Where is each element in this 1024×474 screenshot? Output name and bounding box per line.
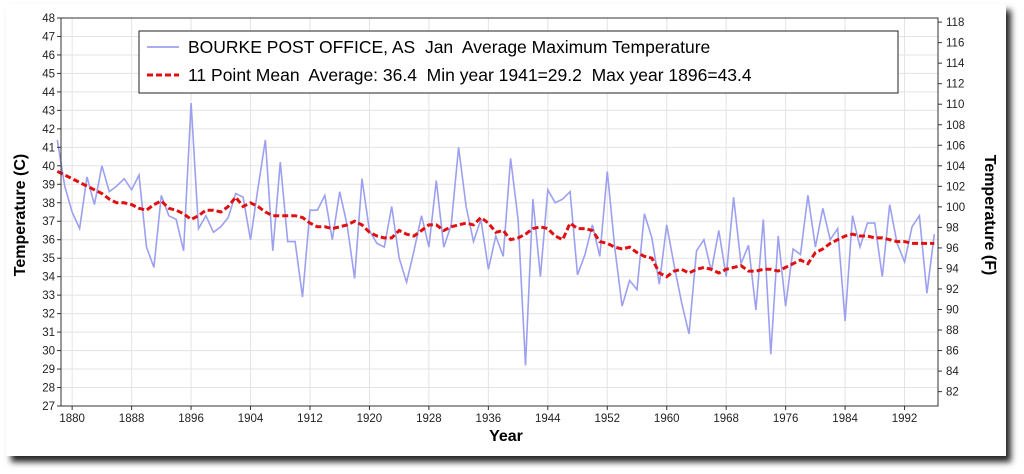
temperature-chart: 27 28 29 30 31 32 33 34 35 36 37 38 39 40 41 42 43 44 45 46…	[12, 13, 998, 445]
y-tick-label: 43	[42, 105, 55, 117]
y-right-tick-label: 86	[946, 346, 959, 358]
x-tick-label: 1984	[832, 413, 858, 425]
legend-label-monthly: BOURKE POST OFFICE, AS Jan Average Maxim…	[188, 37, 710, 57]
x-tick-label: 1968	[713, 413, 739, 425]
y-right-tick-label: 112	[946, 79, 964, 91]
y-tick-label: 35	[42, 253, 55, 265]
series-layer	[56, 102, 936, 366]
x-tick-label: 1888	[119, 413, 145, 425]
y-right-tick-label: 82	[946, 387, 959, 399]
y-ticks-left: 27 28 29 30 31 32 33 34 35 36 37 38 39 40 41 42 43 44 45 46…	[42, 13, 61, 413]
y-right-tick-label: 90	[946, 305, 959, 317]
x-tick-label: 1960	[654, 413, 680, 425]
y-right-tick-label: 106	[946, 140, 965, 152]
y-axis-title-right: Temperature (F)	[981, 155, 998, 276]
y-right-tick-label: 116	[946, 38, 964, 50]
x-tick-label: 1904	[238, 413, 264, 425]
y-tick-label: 33	[42, 290, 55, 302]
x-tick-label: 1992	[892, 413, 918, 425]
x-tick-label: 1920	[357, 413, 383, 425]
y-tick-label: 41	[42, 142, 55, 154]
y-right-tick-label: 92	[946, 284, 959, 296]
plot-area-border	[60, 17, 939, 407]
y-tick-label: 30	[42, 346, 55, 358]
y-tick-label: 38	[42, 198, 55, 210]
chart-frame: 27 28 29 30 31 32 33 34 35 36 37 38 39 40 41 42 43 44 45 46…	[6, 4, 1006, 456]
y-right-tick-label: 98	[946, 222, 959, 234]
x-tick-label: 1896	[178, 413, 204, 425]
y-tick-label: 48	[42, 13, 55, 25]
y-tick-label: 42	[42, 124, 55, 136]
y-tick-label: 44	[42, 87, 55, 99]
legend: BOURKE POST OFFICE, AS Jan Average Maxim…	[138, 30, 899, 94]
series-line-monthly	[56, 102, 936, 366]
y-right-tick-label: 118	[946, 17, 964, 29]
y-tick-label: 39	[42, 179, 55, 191]
y-right-tick-label: 102	[946, 181, 965, 193]
y-tick-label: 32	[42, 309, 55, 321]
x-axis-title: Year	[489, 428, 523, 445]
y-right-tick-label: 88	[946, 325, 959, 337]
y-tick-label: 47	[42, 31, 55, 43]
y-axis-title-left: Temperature (C)	[12, 154, 29, 276]
y-tick-label: 27	[42, 401, 55, 413]
y-tick-label: 31	[42, 327, 55, 339]
y-right-tick-label: 114	[946, 58, 965, 70]
y-tick-label: 34	[42, 272, 55, 284]
legend-label-mean: 11 Point Mean Average: 36.4 Min year 194…	[188, 65, 752, 85]
series-line-mean	[56, 170, 935, 279]
legend-box	[138, 30, 899, 94]
y-right-tick-label: 100	[946, 202, 965, 214]
y-tick-label: 45	[42, 68, 55, 80]
y-right-tick-label: 84	[946, 366, 959, 378]
y-right-tick-label: 94	[946, 263, 959, 275]
y-tick-label: 37	[42, 216, 55, 228]
y-tick-label: 28	[42, 383, 55, 395]
x-tick-label: 1928	[416, 413, 442, 425]
x-ticks: 1880 1888 1896 1904 1912 1920 1928 1936 1944 1952…	[59, 406, 917, 425]
y-tick-label: 40	[42, 161, 55, 173]
x-tick-label: 1976	[773, 413, 799, 425]
x-tick-label: 1912	[297, 413, 323, 425]
x-tick-label: 1936	[476, 413, 502, 425]
y-tick-label: 36	[42, 235, 55, 247]
y-right-tick-label: 96	[946, 243, 959, 255]
y-right-tick-label: 110	[946, 99, 964, 111]
y-right-tick-label: 108	[946, 120, 965, 132]
y-ticks-right: 82 84 86 88 90 92 94 96 98 100 102 104 106 108 110 112 1…	[938, 17, 966, 399]
x-tick-label: 1944	[535, 413, 561, 425]
y-tick-label: 46	[42, 50, 55, 62]
y-tick-label: 29	[42, 364, 55, 376]
x-tick-label: 1952	[594, 413, 620, 425]
x-tick-label: 1880	[59, 413, 85, 425]
y-right-tick-label: 104	[946, 161, 966, 173]
